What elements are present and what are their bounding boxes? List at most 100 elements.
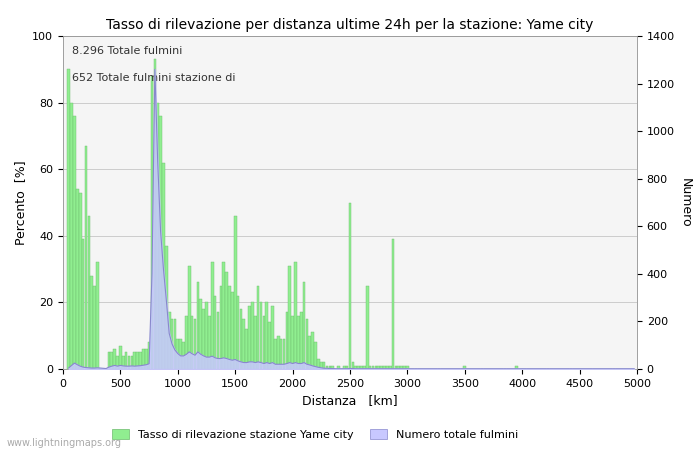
Bar xyxy=(179,339,182,369)
Bar xyxy=(82,239,85,369)
Bar xyxy=(165,246,167,369)
Bar xyxy=(197,283,199,369)
Bar xyxy=(260,302,262,369)
Bar xyxy=(286,312,288,369)
Bar xyxy=(265,302,268,369)
Bar xyxy=(354,366,357,369)
Bar xyxy=(254,316,257,369)
Bar xyxy=(168,312,171,369)
Bar xyxy=(383,366,386,369)
Bar xyxy=(199,299,202,369)
Bar xyxy=(231,292,234,369)
Bar xyxy=(136,352,139,369)
Bar xyxy=(314,342,317,369)
Bar xyxy=(312,333,314,369)
Bar xyxy=(191,316,193,369)
Bar xyxy=(337,366,340,369)
Bar xyxy=(188,266,190,369)
Bar xyxy=(346,366,349,369)
Bar xyxy=(217,312,219,369)
Bar xyxy=(228,286,231,369)
Bar xyxy=(79,193,81,369)
Legend: Tasso di rilevazione stazione Yame city, Numero totale fulmini: Tasso di rilevazione stazione Yame city,… xyxy=(108,425,522,445)
Text: www.lightningmaps.org: www.lightningmaps.org xyxy=(7,438,122,448)
Bar xyxy=(246,329,248,369)
Bar xyxy=(257,286,260,369)
Bar xyxy=(251,302,253,369)
Bar xyxy=(372,366,375,369)
Bar xyxy=(160,116,162,369)
Bar xyxy=(205,302,208,369)
Bar xyxy=(360,366,363,369)
Bar xyxy=(214,296,216,369)
Y-axis label: Numero: Numero xyxy=(678,178,692,227)
Bar xyxy=(306,319,308,369)
Bar xyxy=(74,116,76,369)
Bar xyxy=(76,189,78,369)
Bar xyxy=(274,339,277,369)
Bar xyxy=(194,319,196,369)
Bar xyxy=(398,366,400,369)
Bar xyxy=(463,366,466,369)
Bar xyxy=(70,103,73,369)
Bar xyxy=(156,103,159,369)
Bar xyxy=(374,366,377,369)
Bar xyxy=(406,366,409,369)
Bar xyxy=(248,306,251,369)
Bar xyxy=(291,316,294,369)
Text: 8.296 Totale fulmini: 8.296 Totale fulmini xyxy=(71,46,182,56)
Bar xyxy=(268,322,271,369)
Bar xyxy=(323,362,326,369)
Bar xyxy=(309,336,311,369)
Bar xyxy=(67,69,70,369)
Bar xyxy=(220,286,222,369)
Bar xyxy=(349,202,351,369)
Y-axis label: Percento  [%]: Percento [%] xyxy=(14,160,27,245)
Bar xyxy=(134,352,136,369)
Bar xyxy=(96,262,99,369)
Bar xyxy=(283,339,286,369)
Bar xyxy=(182,342,185,369)
Bar xyxy=(162,162,164,369)
Bar xyxy=(171,319,174,369)
Bar xyxy=(317,359,320,369)
Bar xyxy=(380,366,383,369)
Bar xyxy=(392,239,394,369)
Bar xyxy=(113,349,116,369)
Bar xyxy=(142,349,145,369)
Bar xyxy=(297,316,300,369)
Bar xyxy=(108,352,110,369)
Bar xyxy=(122,356,125,369)
Bar xyxy=(357,366,360,369)
Bar xyxy=(116,356,119,369)
Bar xyxy=(351,362,354,369)
Bar xyxy=(280,339,282,369)
Bar xyxy=(300,312,302,369)
Bar xyxy=(145,349,148,369)
Bar xyxy=(223,262,225,369)
Bar xyxy=(139,352,142,369)
Bar xyxy=(90,276,93,369)
Bar xyxy=(239,309,242,369)
Bar xyxy=(93,286,96,369)
Bar xyxy=(174,319,176,369)
Bar xyxy=(389,366,391,369)
Bar xyxy=(369,366,372,369)
Bar xyxy=(262,316,265,369)
Bar xyxy=(326,366,328,369)
Bar xyxy=(125,352,127,369)
Title: Tasso di rilevazione per distanza ultime 24h per la stazione: Yame city: Tasso di rilevazione per distanza ultime… xyxy=(106,18,594,32)
Bar xyxy=(515,366,518,369)
Bar xyxy=(377,366,380,369)
Bar xyxy=(185,316,188,369)
Bar xyxy=(202,309,205,369)
Bar xyxy=(176,339,179,369)
Bar xyxy=(363,366,365,369)
Bar xyxy=(277,336,279,369)
Bar xyxy=(153,59,156,369)
Bar xyxy=(225,272,228,369)
Bar xyxy=(131,356,133,369)
Bar xyxy=(148,342,150,369)
Bar xyxy=(395,366,397,369)
Bar xyxy=(366,286,368,369)
